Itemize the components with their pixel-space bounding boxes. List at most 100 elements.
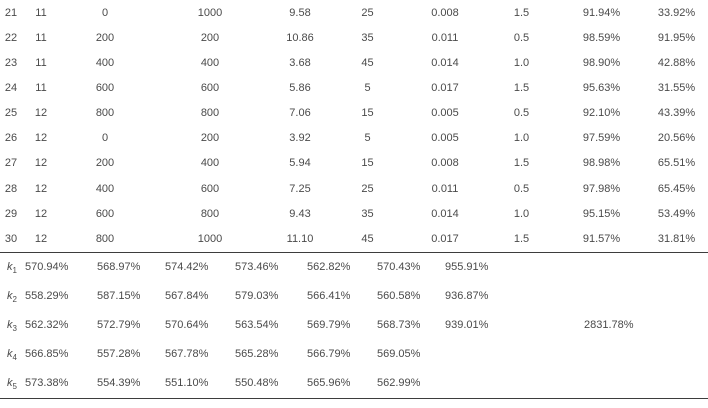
k-value-cell: 568.73% bbox=[377, 319, 421, 332]
table-cell: 0.014 bbox=[431, 56, 459, 69]
table-cell: 91.57% bbox=[582, 233, 621, 246]
table-cell: 53.49% bbox=[657, 207, 696, 220]
k-value-cell: 566.41% bbox=[307, 290, 351, 303]
table-cell: 15 bbox=[361, 157, 374, 170]
k-value-cell: 570.64% bbox=[165, 319, 209, 332]
table-cell: 0.5 bbox=[513, 107, 530, 120]
k-value-cell: 565.28% bbox=[235, 348, 279, 360]
table-cell: 200 bbox=[200, 132, 220, 145]
k-value-cell: 562.82% bbox=[307, 261, 351, 274]
table-cell: 1000 bbox=[197, 6, 223, 19]
table-cell: 7.06 bbox=[289, 107, 311, 120]
table-cell: 1.5 bbox=[513, 233, 530, 246]
table-cell: 21 bbox=[4, 6, 18, 19]
k-row-label: k2 bbox=[7, 290, 17, 305]
k-statistics-table: k1 570.94% 568.97% 574.42% 573.46% 562.82% 570… bbox=[0, 253, 708, 399]
k-value-cell: 565.96% bbox=[307, 377, 351, 390]
k-value-cell: 936.87% bbox=[445, 290, 489, 303]
table-cell: 9.58 bbox=[289, 6, 311, 19]
k-value-cell bbox=[581, 282, 708, 311]
table-cell: 0.008 bbox=[431, 157, 459, 170]
k-value-cell: 573.38% bbox=[25, 377, 69, 390]
table-cell: 23 bbox=[4, 56, 18, 69]
table-cell: 31.55% bbox=[657, 81, 696, 94]
table-cell: 31.81% bbox=[657, 233, 696, 246]
table-cell: 95.15% bbox=[582, 207, 621, 220]
table-cell: 0.011 bbox=[431, 182, 459, 195]
k-value-cell: 562.99% bbox=[377, 377, 421, 390]
k-value-cell: 572.79% bbox=[97, 319, 141, 332]
k-value-cell: 573.46% bbox=[235, 261, 279, 274]
table-cell: 1.5 bbox=[513, 157, 530, 170]
table-cell: 0.014 bbox=[431, 207, 459, 220]
table-cell: 1.0 bbox=[513, 132, 530, 145]
table-cell: 800 bbox=[95, 107, 115, 120]
table-cell: 35 bbox=[361, 207, 374, 220]
table-cell: 30 bbox=[4, 233, 18, 246]
table-cell: 1.5 bbox=[513, 6, 530, 19]
table-cell: 98.90% bbox=[582, 56, 621, 69]
table-cell: 600 bbox=[95, 207, 115, 220]
table-row: 30 12 800 1000 11.10 45 0.017 1.5 91.57% 31.81% bbox=[0, 226, 708, 252]
k-value-cell: 567.84% bbox=[165, 290, 209, 303]
k-value-cell: 574.42% bbox=[165, 261, 209, 274]
table-cell: 45 bbox=[361, 56, 374, 69]
table-cell: 200 bbox=[95, 157, 115, 170]
table-cell: 400 bbox=[95, 182, 115, 195]
table-cell: 7.25 bbox=[289, 182, 311, 195]
table-cell: 0.017 bbox=[431, 81, 459, 94]
table-cell: 1.5 bbox=[513, 81, 530, 94]
table-cell: 12 bbox=[34, 132, 48, 145]
k-value-cell: 570.94% bbox=[25, 261, 69, 274]
k-value-cell: 567.78% bbox=[165, 348, 209, 360]
table-cell: 95.63% bbox=[582, 81, 621, 94]
table-cell: 98.98% bbox=[582, 157, 621, 170]
table-cell: 1000 bbox=[197, 233, 223, 246]
table-cell: 5 bbox=[364, 81, 371, 94]
k-table-row: k3 562.32% 572.79% 570.64% 563.54% 569.79% 568… bbox=[0, 311, 708, 340]
k-value-cell: 554.39% bbox=[97, 377, 141, 390]
k-row-label: k5 bbox=[7, 377, 17, 392]
table-cell: 43.39% bbox=[657, 107, 696, 120]
table-cell: 12 bbox=[34, 233, 48, 246]
table-cell: 600 bbox=[200, 81, 220, 94]
table-cell: 11 bbox=[35, 56, 47, 69]
table-cell: 15 bbox=[361, 107, 374, 120]
table-cell: 33.92% bbox=[657, 6, 696, 19]
table-cell: 0.008 bbox=[431, 6, 459, 19]
table-cell: 11 bbox=[35, 81, 47, 94]
table-row: 21 11 0 1000 9.58 25 0.008 1.5 91.94% 33.92% bbox=[0, 0, 708, 25]
k-value-cell: 557.28% bbox=[97, 348, 141, 360]
table-cell: 45 bbox=[361, 233, 374, 246]
k-table-row: k4 566.85% 557.28% 567.78% 565.28% 566.79% 569… bbox=[0, 340, 708, 369]
k-row-label: k3 bbox=[7, 319, 17, 334]
table-cell: 800 bbox=[95, 233, 115, 246]
table-cell: 800 bbox=[200, 207, 220, 220]
table-row: 25 12 800 800 7.06 15 0.005 0.5 92.10% 43.39% bbox=[0, 101, 708, 126]
table-cell: 0.5 bbox=[513, 31, 530, 44]
table-row: 22 11 200 200 10.86 35 0.011 0.5 98.59% 91.95% bbox=[0, 25, 708, 50]
table-cell: 97.98% bbox=[582, 182, 621, 195]
table-cell: 97.59% bbox=[582, 132, 621, 145]
table-cell: 65.45% bbox=[657, 182, 696, 195]
table-cell: 25 bbox=[4, 107, 18, 120]
k-table-row: k5 573.38% 554.39% 551.10% 550.48% 565.96% 562… bbox=[0, 368, 708, 398]
table-cell: 35 bbox=[361, 31, 374, 44]
table-cell: 65.51% bbox=[657, 157, 696, 170]
table-cell: 200 bbox=[200, 31, 220, 44]
k-value-cell: 568.97% bbox=[97, 261, 141, 274]
table-cell: 11.10 bbox=[286, 233, 314, 246]
k-value-cell bbox=[581, 368, 708, 398]
experiment-table-body: 21 11 0 1000 9.58 25 0.008 1.5 91.94% 33.92% 22 11 2… bbox=[0, 0, 708, 252]
table-cell: 0 bbox=[101, 6, 109, 19]
k-table-row: k1 570.94% 568.97% 574.42% 573.46% 562.82% 570… bbox=[0, 253, 708, 282]
table-cell: 11 bbox=[35, 6, 47, 19]
table-cell: 12 bbox=[34, 182, 48, 195]
table-row: 29 12 600 800 9.43 35 0.014 1.0 95.15% 53.49% bbox=[0, 201, 708, 226]
table-cell: 200 bbox=[95, 31, 115, 44]
table-cell: 1.0 bbox=[513, 207, 530, 220]
table-row: 24 11 600 600 5.86 5 0.017 1.5 95.63% 31.55% bbox=[0, 75, 708, 100]
k-value-cell: 569.79% bbox=[307, 319, 351, 332]
table-cell: 22 bbox=[4, 31, 18, 44]
